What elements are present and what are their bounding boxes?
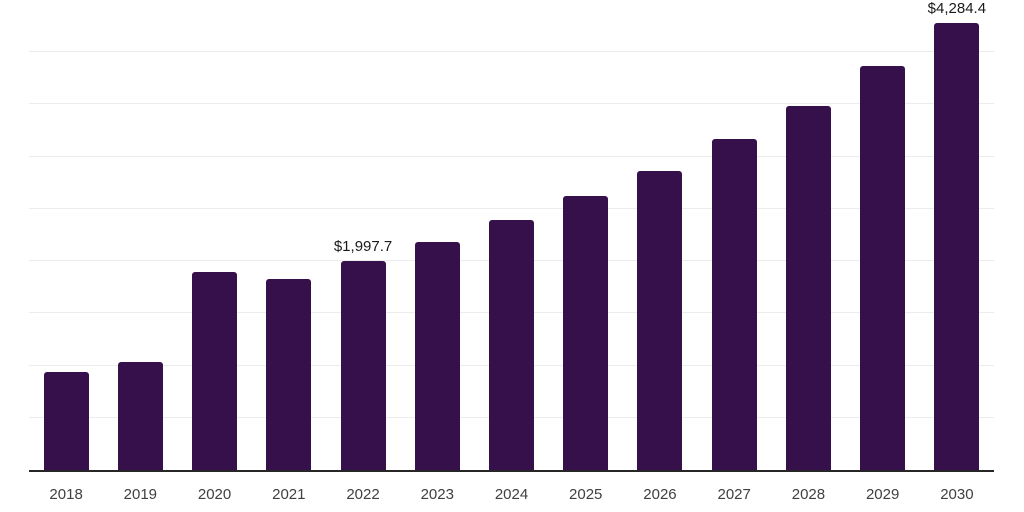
x-tick-label-2021: 2021: [272, 486, 306, 503]
bar-2023[interactable]: [414, 242, 460, 470]
x-tick-label-2028: 2028: [791, 486, 826, 503]
bar-2026[interactable]: [637, 171, 683, 470]
bar-2020[interactable]: [192, 272, 238, 470]
bar-2030[interactable]: [934, 22, 980, 470]
bar-2028[interactable]: [785, 105, 831, 470]
x-tick-label-2018: 2018: [49, 486, 83, 503]
x-tick-label-2020: 2020: [197, 486, 232, 503]
x-tick-label-2025: 2025: [569, 486, 603, 503]
bar-2027[interactable]: [711, 139, 757, 470]
bar-2021[interactable]: [266, 278, 312, 470]
bar-2018[interactable]: [43, 371, 89, 470]
x-tick-label-2022: 2022: [346, 486, 380, 503]
x-tick-label-2029: 2029: [865, 486, 900, 503]
gridline-3000: [29, 155, 994, 157]
bar-2029[interactable]: [860, 66, 906, 470]
bar-2025[interactable]: [563, 196, 609, 470]
bar-2019[interactable]: [117, 362, 163, 470]
gridline-4000: [29, 51, 994, 53]
x-tick-label-2026: 2026: [643, 486, 677, 503]
x-axis-line: [29, 470, 994, 472]
x-tick-label-2019: 2019: [123, 486, 158, 503]
bar-2022[interactable]: [340, 261, 386, 470]
x-tick-label-2027: 2027: [717, 486, 751, 503]
gridline-3500: [29, 103, 994, 105]
x-tick-label-2030: 2030: [940, 486, 974, 503]
bar-2024[interactable]: [489, 220, 534, 470]
bar-value-label-2022: $1,997.7: [333, 238, 393, 256]
gridline-2500: [29, 207, 994, 209]
plot-area: $1,997.7 $4,284.4: [29, 0, 994, 470]
x-tick-label-2023: 2023: [420, 486, 454, 503]
x-tick-label-2024: 2024: [494, 486, 529, 503]
bar-value-label-2030: $4,284.4: [927, 0, 987, 17]
